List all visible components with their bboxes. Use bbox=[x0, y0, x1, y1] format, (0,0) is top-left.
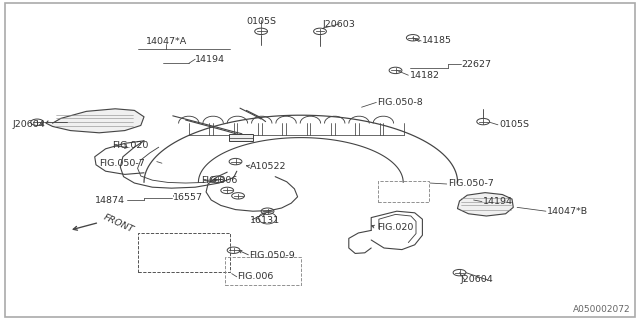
Text: FIG.050-7: FIG.050-7 bbox=[99, 159, 145, 168]
Text: 0105S: 0105S bbox=[499, 120, 529, 129]
Text: 14194: 14194 bbox=[195, 55, 225, 64]
Text: FRONT: FRONT bbox=[102, 213, 136, 235]
Text: 0105S: 0105S bbox=[246, 17, 276, 26]
Text: 14047*B: 14047*B bbox=[547, 207, 588, 216]
Polygon shape bbox=[458, 193, 513, 216]
Text: FIG.020: FIG.020 bbox=[378, 223, 414, 232]
Text: 22627: 22627 bbox=[461, 60, 491, 68]
Text: 16131: 16131 bbox=[250, 216, 280, 225]
Text: A10522: A10522 bbox=[250, 162, 286, 171]
Text: A050002072: A050002072 bbox=[573, 305, 630, 314]
Text: FIG.006: FIG.006 bbox=[202, 176, 238, 185]
Text: 14047*A: 14047*A bbox=[146, 37, 187, 46]
Bar bbox=[378, 181, 429, 202]
Text: FIG.050-9: FIG.050-9 bbox=[250, 252, 295, 260]
Polygon shape bbox=[46, 109, 144, 133]
Text: 14194: 14194 bbox=[483, 197, 513, 206]
Text: FIG.050-8: FIG.050-8 bbox=[378, 98, 423, 107]
Text: 14182: 14182 bbox=[410, 71, 440, 80]
Text: 14874: 14874 bbox=[95, 196, 125, 204]
Text: J20603: J20603 bbox=[323, 20, 356, 28]
Text: 16557: 16557 bbox=[173, 193, 203, 202]
Bar bbox=[229, 134, 253, 141]
Text: FIG.050-7: FIG.050-7 bbox=[448, 180, 493, 188]
Bar bbox=[138, 233, 230, 272]
Text: J20604: J20604 bbox=[13, 120, 45, 129]
Text: J20604: J20604 bbox=[461, 276, 493, 284]
Text: FIG.006: FIG.006 bbox=[237, 272, 273, 281]
Bar bbox=[225, 257, 301, 285]
Text: 14185: 14185 bbox=[422, 36, 452, 45]
Text: FIG.020: FIG.020 bbox=[112, 141, 148, 150]
